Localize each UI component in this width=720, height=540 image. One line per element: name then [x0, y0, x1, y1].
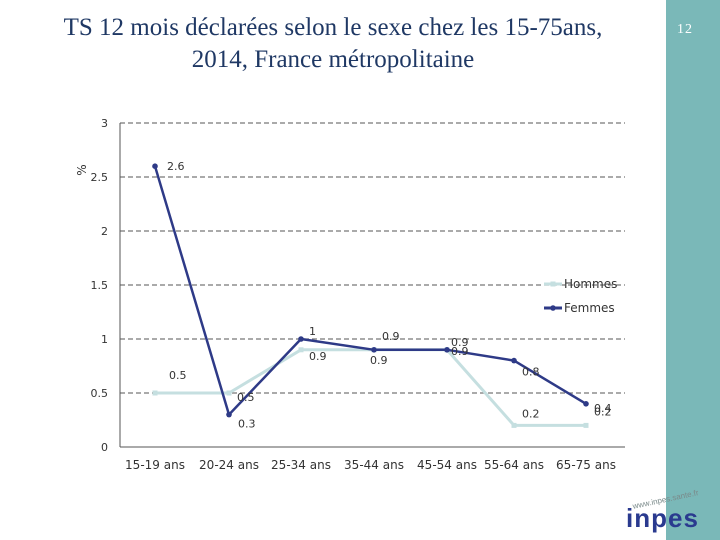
- data-label-hommes: 0.5: [169, 369, 187, 382]
- point-hommes: [152, 390, 158, 396]
- data-label-femmes: 0.9: [382, 330, 400, 343]
- y-axis-label: %: [75, 164, 89, 175]
- legend-label-hommes: Hommes: [564, 277, 617, 291]
- point-hommes: [583, 422, 589, 428]
- y-tick-label: 2.5: [91, 171, 109, 184]
- slide-number: 12: [677, 22, 693, 37]
- x-tick-label: 20-24 ans: [199, 458, 259, 472]
- logo-wordmark: inpes: [626, 503, 699, 533]
- data-label-hommes: 0.9: [451, 345, 469, 358]
- x-tick-label: 35-44 ans: [344, 458, 404, 472]
- legend-marker-femmes: [550, 305, 556, 311]
- data-label-femmes: 1: [309, 325, 316, 338]
- page-title-line-1: TS 12 mois déclarées selon le sexe chez …: [63, 14, 603, 41]
- x-tick-label: 55-64 ans: [484, 458, 544, 472]
- y-tick-label: 0: [101, 441, 108, 454]
- data-label-femmes: 0.3: [238, 418, 256, 431]
- y-tick-label: 1: [101, 333, 108, 346]
- point-femmes: [511, 357, 517, 364]
- page-title: TS 12 mois déclarées selon le sexe chez …: [0, 12, 666, 76]
- x-tick-label: 65-75 ans: [556, 458, 616, 472]
- data-label-hommes: 0.2: [522, 407, 540, 420]
- x-tick-label: 25-34 ans: [271, 458, 331, 472]
- point-femmes: [298, 336, 304, 342]
- x-tick-label: 15-19 ans: [125, 458, 185, 472]
- page-title-line-2: 2014, France métropolitaine: [191, 46, 475, 73]
- y-tick-label: 2: [101, 225, 108, 238]
- point-hommes: [511, 422, 517, 428]
- data-label-hommes: 0.5: [237, 391, 255, 404]
- data-label-femmes: 0.4: [594, 402, 612, 415]
- slide-sidebar: [666, 0, 720, 540]
- legend-marker-hommes: [550, 281, 556, 287]
- legend-label-femmes: Femmes: [564, 301, 615, 315]
- point-hommes: [226, 390, 232, 396]
- data-label-hommes: 0.2: [594, 405, 612, 418]
- data-label-femmes: 2.6: [167, 160, 185, 173]
- point-femmes: [371, 347, 377, 353]
- y-tick-label: 3: [101, 117, 108, 130]
- point-femmes: [583, 401, 589, 407]
- x-tick-label: 45-54 ans: [417, 458, 477, 472]
- y-tick-label: 0.5: [91, 387, 109, 400]
- point-femmes: [444, 347, 450, 353]
- data-label-hommes: 0.9: [370, 354, 388, 367]
- data-label-hommes: 0.9: [309, 350, 327, 363]
- inpes-logo: www.inpes.sante.fr inpes: [618, 488, 708, 535]
- data-label-femmes: 0.8: [522, 366, 540, 379]
- point-femmes: [226, 411, 232, 418]
- point-femmes: [152, 163, 158, 169]
- line-chart: 0 0.5 1 1.5 2 2.5 3% 15-19 ans 20-24 ans 25-34 an…: [75, 117, 625, 472]
- y-tick-label: 1.5: [91, 279, 109, 292]
- data-label-femmes: 0.9: [451, 336, 469, 349]
- point-hommes: [298, 347, 304, 353]
